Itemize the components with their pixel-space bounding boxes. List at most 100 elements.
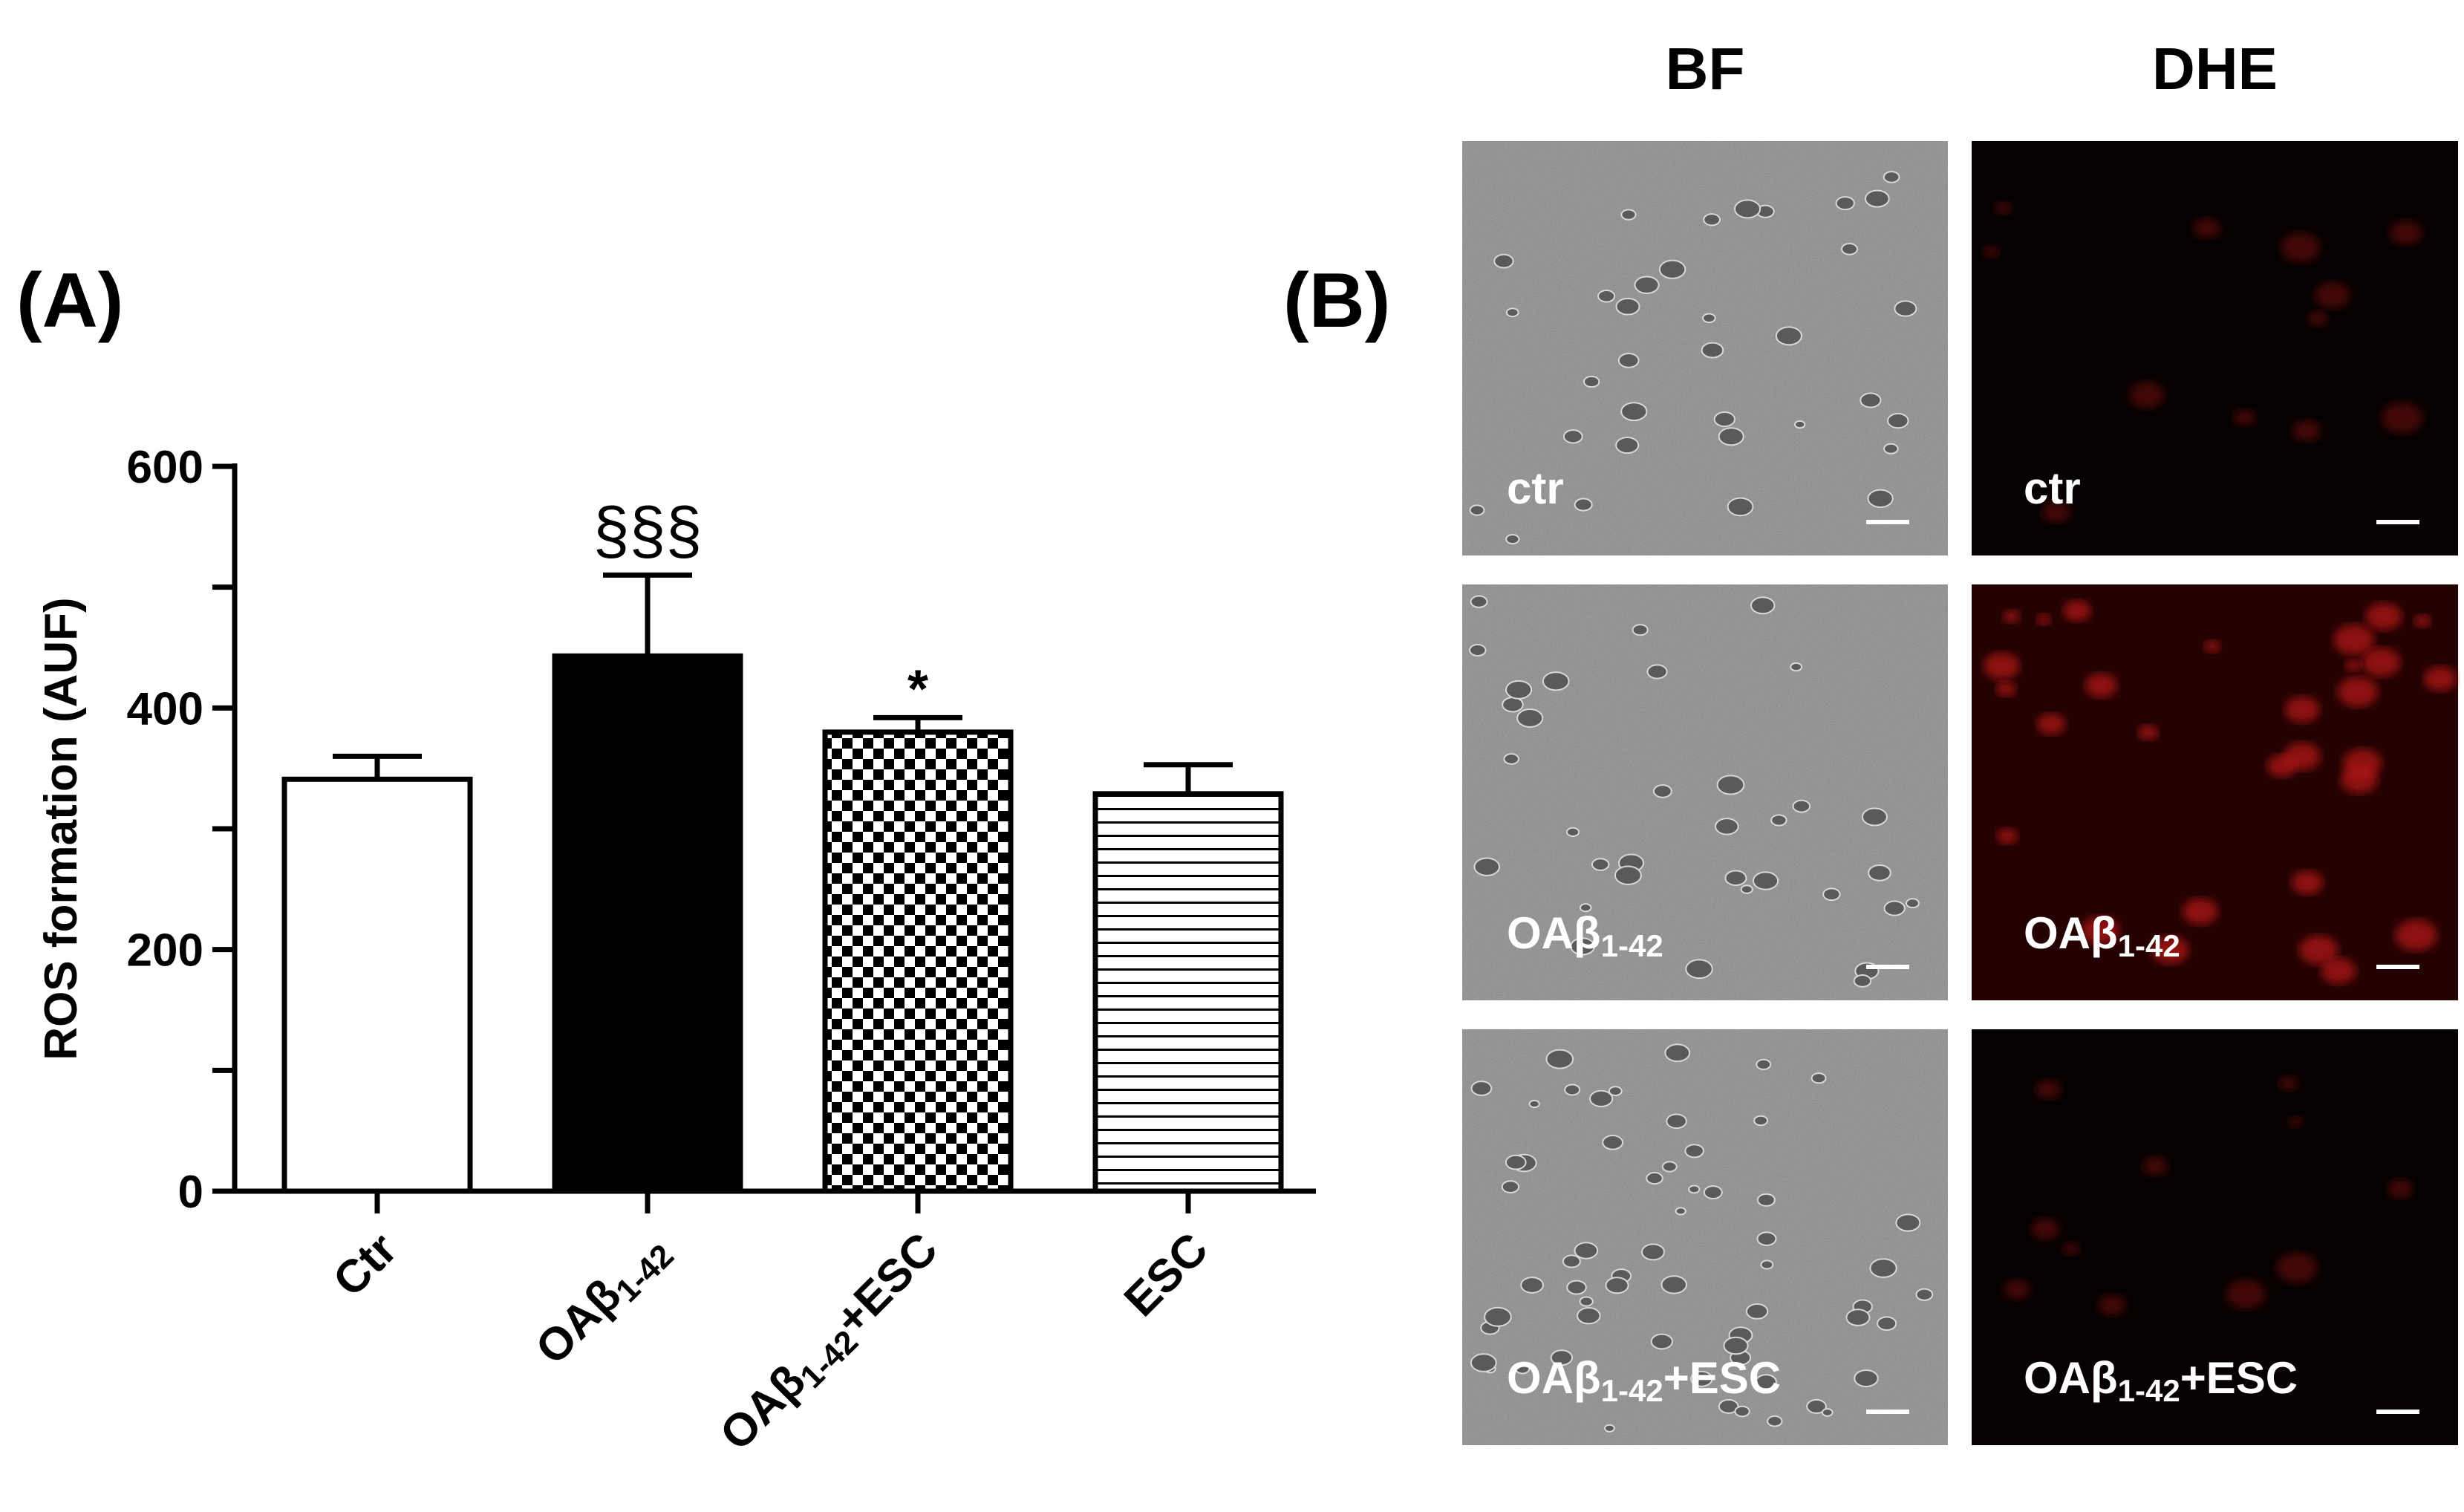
cell-mark bbox=[1493, 253, 1514, 269]
cell-mark bbox=[1641, 1243, 1666, 1261]
fluorescence-mark bbox=[2278, 1076, 2298, 1091]
fluorescence-mark bbox=[2151, 936, 2189, 964]
cell-mark bbox=[1589, 1089, 1614, 1107]
significance-mark: §§§ bbox=[593, 493, 703, 567]
cell-mark bbox=[1877, 1316, 1897, 1331]
panel-a-label: (A) bbox=[16, 258, 123, 344]
cell-mark bbox=[1615, 437, 1640, 454]
cell-mark bbox=[1617, 353, 1640, 368]
scale-bar bbox=[2376, 1410, 2419, 1414]
cell-mark bbox=[1566, 1280, 1587, 1295]
fluorescence-mark bbox=[2333, 624, 2375, 655]
cell-mark bbox=[1715, 818, 1739, 835]
cell-mark bbox=[1867, 489, 1894, 508]
fluorescence-mark bbox=[2423, 666, 2457, 691]
cell-mark bbox=[1894, 300, 1917, 317]
cell-mark bbox=[1660, 1275, 1687, 1294]
column-header: BF bbox=[1666, 36, 1745, 102]
cell-mark bbox=[1806, 1398, 1827, 1414]
cell-mark bbox=[1864, 189, 1890, 208]
fluorescence-mark bbox=[2281, 232, 2321, 263]
cell-mark bbox=[1562, 1254, 1581, 1268]
dhe-image: OAβ1-42 bbox=[1972, 584, 2458, 1000]
cell-mark bbox=[1685, 959, 1713, 980]
cell-mark bbox=[1574, 498, 1593, 512]
cell-mark bbox=[1602, 1135, 1623, 1150]
cell-mark bbox=[1579, 1296, 1594, 1307]
fluorescence-mark bbox=[2183, 898, 2218, 925]
cell-mark bbox=[1564, 1084, 1581, 1096]
cell-mark bbox=[1702, 313, 1716, 324]
cell-mark bbox=[1703, 213, 1721, 227]
bf-image: OAβ1-42+ESC bbox=[1462, 1029, 1948, 1445]
cell-mark bbox=[1516, 708, 1544, 728]
cell-mark bbox=[1502, 697, 1524, 713]
cell-mark bbox=[1905, 898, 1920, 909]
cell-mark bbox=[1675, 1207, 1686, 1216]
cell-mark bbox=[1703, 1185, 1723, 1199]
fluorescence-mark bbox=[2395, 919, 2437, 951]
x-tick-label: OAβ1-42+ESC bbox=[711, 1223, 951, 1464]
fluorescence-mark bbox=[2381, 402, 2423, 434]
fluorescence-mark bbox=[2193, 218, 2220, 238]
fluorescence-mark bbox=[2004, 1279, 2031, 1300]
fluorescence-mark bbox=[2204, 640, 2220, 653]
cell-mark bbox=[1528, 1099, 1540, 1109]
cell-mark bbox=[1767, 1415, 1783, 1427]
cell-mark bbox=[1756, 1193, 1776, 1207]
cell-mark bbox=[1542, 671, 1570, 691]
fluorescence-mark bbox=[2314, 281, 2350, 309]
scale-bar bbox=[2376, 520, 2419, 524]
fluorescence-mark bbox=[1996, 828, 2018, 844]
cell-mark bbox=[1666, 1113, 1687, 1130]
cell-mark bbox=[1684, 1144, 1704, 1159]
cell-mark bbox=[1713, 411, 1735, 428]
cell-mark bbox=[1760, 1260, 1774, 1270]
cell-mark bbox=[1503, 753, 1519, 765]
cell-mark bbox=[1883, 900, 1906, 916]
cell-mark bbox=[1895, 1213, 1921, 1232]
scale-bar bbox=[1866, 520, 1909, 524]
cell-mark bbox=[1632, 624, 1649, 636]
cell-mark bbox=[1505, 307, 1519, 318]
cell-mark bbox=[1887, 413, 1909, 429]
cell-mark bbox=[1550, 1349, 1574, 1366]
cell-mark bbox=[1501, 1180, 1520, 1193]
cell-mark bbox=[1614, 865, 1642, 885]
x-tick-label: Ctr bbox=[324, 1223, 407, 1306]
bar bbox=[552, 653, 743, 1194]
fluorescence-mark bbox=[2389, 220, 2422, 245]
cell-mark bbox=[1603, 1424, 1615, 1433]
cell-mark bbox=[1634, 276, 1660, 294]
cell-mark bbox=[1790, 662, 1803, 672]
scale-bar bbox=[2376, 965, 2419, 969]
fluorescence-mark bbox=[2138, 725, 2159, 740]
image-label: ctr bbox=[1507, 463, 1564, 513]
dhe-image: ctr bbox=[1972, 141, 2458, 555]
y-axis-label: ROS formation (AUF) bbox=[36, 597, 87, 1060]
fluorescence-mark bbox=[2062, 1242, 2080, 1256]
cell-mark bbox=[1835, 196, 1855, 211]
cell-mark bbox=[1650, 1333, 1673, 1350]
cell-mark bbox=[1620, 209, 1637, 221]
fluorescence-mark bbox=[2063, 600, 2091, 622]
cell-mark bbox=[1845, 1309, 1871, 1326]
cell-mark bbox=[1688, 1184, 1701, 1194]
fluorescence-mark bbox=[2098, 1294, 2126, 1316]
cell-mark bbox=[1718, 1398, 1739, 1414]
dhe-image: OAβ1-42+ESC bbox=[1972, 1029, 2458, 1445]
cell-mark bbox=[1752, 871, 1779, 890]
fluorescence-mark bbox=[2233, 408, 2256, 426]
image-grid: BF DHE ctr ctr OAβ1-42 OAβ1-42 OAβ1-42+ESC OAβ1… bbox=[1462, 36, 2458, 1445]
fluorescence-mark bbox=[2337, 677, 2378, 707]
fluorescence-mark bbox=[2085, 673, 2117, 698]
fluorescence-mark bbox=[2142, 1156, 2168, 1176]
fluorescence-mark bbox=[2129, 382, 2165, 408]
image-background bbox=[1972, 141, 2458, 555]
cell-mark bbox=[1470, 1081, 1493, 1096]
fluorescence-mark bbox=[2344, 659, 2362, 672]
cell-mark bbox=[1583, 375, 1600, 388]
fluorescence-mark bbox=[2414, 615, 2431, 628]
cell-mark bbox=[1652, 784, 1672, 798]
